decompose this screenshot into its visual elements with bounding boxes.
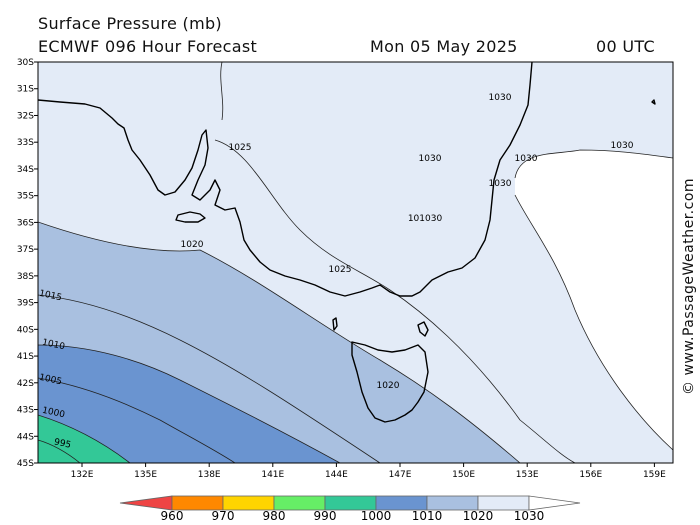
forecast-date: Mon 05 May 2025 (370, 37, 518, 56)
coast-mainland (38, 62, 533, 297)
forecast-time: 00 UTC (596, 37, 655, 56)
colorbar-swatch (477, 495, 530, 511)
contour-label: 1030 (419, 154, 442, 164)
band-above-1030 (515, 150, 673, 450)
colorbar-label: 980 (263, 509, 286, 523)
isobar-1030-tasman (514, 194, 673, 451)
isobar-995 (38, 439, 81, 463)
contour-label: 1010 (41, 338, 66, 353)
colorbar-label: 960 (161, 509, 184, 523)
isobar-1020 (38, 221, 521, 463)
lat-label: 31S (17, 85, 34, 95)
lat-label: 34S (17, 165, 34, 175)
isobar-1030-north (220, 62, 224, 121)
map-title: Surface Pressure (mb) (38, 14, 222, 33)
lat-label: 37S (17, 245, 34, 255)
colorbar-label: 1000 (361, 509, 392, 523)
contour-label: 1030 (611, 141, 634, 151)
colorbar-swatch (222, 495, 275, 511)
lon-label: 132E (71, 470, 94, 480)
band-990-1000 (38, 415, 130, 463)
colorbar-swatch (375, 495, 428, 511)
longitude-labels: 132E 135E 138E 141E 144E 147E 150E 153E 156E 159E (71, 463, 666, 480)
model-label: ECMWF 096 Hour Forecast (38, 37, 258, 56)
contour-label: 101030 (408, 214, 443, 224)
lat-label: 41S (17, 352, 34, 362)
colorbar-swatch (171, 495, 224, 511)
lat-label: 44S (17, 432, 34, 442)
lon-label: 159E (643, 470, 666, 480)
contour-label: 1005 (38, 373, 62, 388)
isobar-1015 (38, 294, 381, 463)
contour-label: 1015 (38, 289, 62, 304)
lon-label: 156E (579, 470, 602, 480)
lon-label: 150E (452, 470, 475, 480)
lon-label: 135E (134, 470, 157, 480)
contour-label: 1030 (515, 154, 538, 164)
lon-label: 144E (325, 470, 348, 480)
isobar-1030-east (514, 149, 673, 179)
coast-lord-howe (651, 99, 656, 105)
colorbar-label: 1030 (514, 509, 545, 523)
colorbar-label: 990 (314, 509, 337, 523)
band-1000-1010 (38, 345, 340, 463)
lat-label: 30S (17, 58, 34, 68)
coast-kangaroo-island (175, 211, 206, 223)
contour-label: 1000 (41, 406, 66, 421)
colorbar-label: 1010 (412, 509, 443, 523)
colorbar-swatch (119, 495, 173, 511)
lat-label: 39S (17, 299, 34, 309)
lat-label: 45S (17, 459, 34, 469)
isobar-1025 (214, 139, 576, 463)
lat-label: 38S (17, 272, 34, 282)
contour-label: 1020 (377, 381, 400, 391)
colorbar-label: 1020 (463, 509, 494, 523)
lon-label: 141E (261, 470, 284, 480)
isobars (38, 62, 673, 463)
coast-tasmania (351, 341, 429, 423)
colorbar-swatch (426, 495, 479, 511)
coastline (38, 62, 656, 423)
lat-label: 42S (17, 379, 34, 389)
pressure-colorbar: 960 970 980 990 1000 1010 1020 1030 (119, 495, 581, 523)
lat-label: 43S (17, 406, 34, 416)
lat-label: 32S (17, 111, 34, 121)
contour-label: 1030 (489, 93, 512, 103)
isobar-1005 (38, 377, 236, 463)
map-frame (37, 61, 674, 464)
colorbar-swatch (528, 495, 581, 511)
contour-label: 1030 (489, 179, 512, 189)
lat-label: 36S (17, 218, 34, 228)
lon-label: 138E (198, 470, 221, 480)
contour-labels: 1030 1030 1030 1030 1030 101030 1025 1025 1020 10… (38, 93, 634, 451)
lat-label: 35S (17, 192, 34, 202)
lat-label: 40S (17, 325, 34, 335)
colorbar-swatch (324, 495, 377, 511)
colorbar-swatch (273, 495, 326, 511)
coast-king-island (332, 317, 338, 331)
contour-label: 1020 (181, 240, 204, 250)
lon-label: 153E (516, 470, 539, 480)
coast-flinders-island (417, 321, 429, 337)
contour-label: 995 (53, 437, 72, 450)
latitude-labels: 30S 31S 32S 33S 34S 35S 36S 37S 38S 39S 40S 41S 42S 4… (17, 58, 38, 469)
isobar-1000 (38, 414, 131, 463)
contour-label: 1025 (329, 265, 352, 275)
isobar-1010 (38, 344, 341, 463)
contour-label: 1025 (229, 143, 252, 153)
lon-label: 147E (389, 470, 412, 480)
lat-label: 33S (17, 138, 34, 148)
colorbar-label: 970 (212, 509, 235, 523)
watermark: © www.PassageWeather.com (681, 177, 697, 395)
pressure-fields (38, 62, 673, 463)
